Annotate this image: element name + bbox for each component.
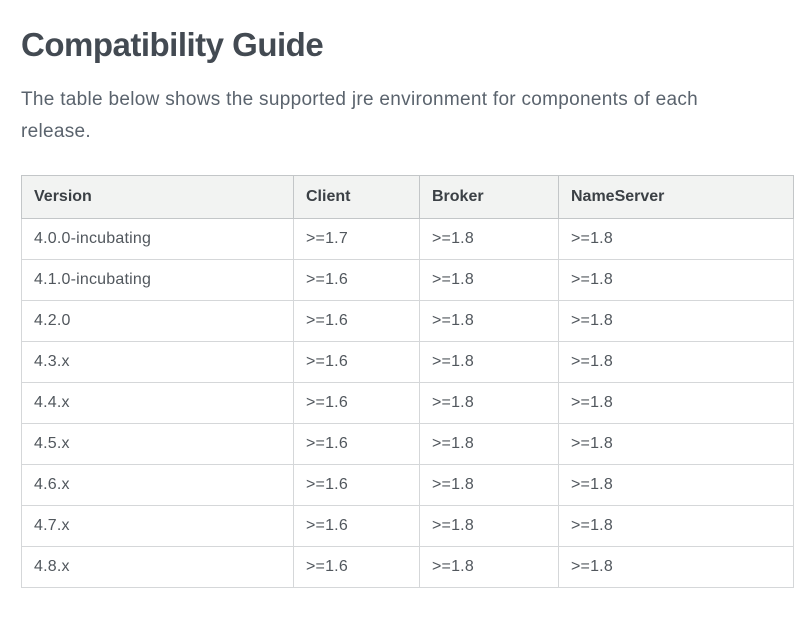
jre-requirement-cell: >=1.8 [558, 464, 794, 507]
version-cell: 4.2.0 [21, 300, 294, 343]
jre-requirement-cell: >=1.8 [558, 546, 794, 589]
jre-requirement-cell: >=1.8 [558, 382, 794, 425]
version-cell: 4.5.x [21, 423, 294, 466]
jre-requirement-cell: >=1.6 [293, 423, 420, 466]
jre-requirement-cell: >=1.7 [293, 218, 420, 261]
version-cell: 4.4.x [21, 382, 294, 425]
content-area: Compatibility Guide The table below show… [0, 25, 812, 589]
table-row: 4.6.x >=1.6 >=1.8 >=1.8 [21, 464, 794, 507]
table-header-row: Version Client Broker NameServer [21, 175, 794, 220]
table-row: 4.1.0-incubating >=1.6 >=1.8 >=1.8 [21, 259, 794, 302]
version-cell: 4.7.x [21, 505, 294, 548]
jre-requirement-cell: >=1.6 [293, 505, 420, 548]
version-cell: 4.8.x [21, 546, 294, 589]
jre-requirement-cell: >=1.8 [419, 341, 559, 384]
jre-requirement-cell: >=1.8 [558, 259, 794, 302]
table-row: 4.8.x >=1.6 >=1.8 >=1.8 [21, 546, 794, 589]
version-cell: 4.3.x [21, 341, 294, 384]
jre-requirement-cell: >=1.8 [419, 505, 559, 548]
column-header-version: Version [21, 175, 294, 220]
jre-requirement-cell: >=1.6 [293, 546, 420, 589]
column-header-client: Client [293, 175, 420, 220]
table-row: 4.5.x >=1.6 >=1.8 >=1.8 [21, 423, 794, 466]
table-row: 4.2.0 >=1.6 >=1.8 >=1.8 [21, 300, 794, 343]
jre-requirement-cell: >=1.8 [419, 218, 559, 261]
compatibility-table: Version Client Broker NameServer 4.0.0-incu… [21, 175, 794, 589]
intro-text: The table below shows the supported jre … [21, 89, 699, 143]
version-cell: 4.6.x [21, 464, 294, 507]
column-header-nameserver: NameServer [558, 175, 794, 220]
jre-requirement-cell: >=1.8 [419, 423, 559, 466]
jre-requirement-cell: >=1.8 [558, 218, 794, 261]
jre-requirement-cell: >=1.8 [419, 464, 559, 507]
jre-requirement-cell: >=1.6 [293, 300, 420, 343]
table-row: 4.4.x >=1.6 >=1.8 >=1.8 [21, 382, 794, 425]
version-cell: 4.1.0-incubating [21, 259, 294, 302]
jre-requirement-cell: >=1.8 [558, 341, 794, 384]
jre-requirement-cell: >=1.8 [558, 505, 794, 548]
jre-requirement-cell: >=1.6 [293, 259, 420, 302]
jre-requirement-cell: >=1.6 [293, 382, 420, 425]
table-body: 4.0.0-incubating >=1.7 >=1.8 >=1.8 4.1.0-inc… [21, 218, 794, 589]
jre-requirement-cell: >=1.8 [419, 546, 559, 589]
jre-requirement-cell: >=1.6 [293, 341, 420, 384]
page-title: Compatibility Guide [21, 26, 324, 63]
column-header-broker: Broker [419, 175, 559, 220]
jre-requirement-cell: >=1.8 [419, 382, 559, 425]
table-row: 4.3.x >=1.6 >=1.8 >=1.8 [21, 341, 794, 384]
jre-requirement-cell: >=1.8 [558, 423, 794, 466]
version-cell: 4.0.0-incubating [21, 218, 294, 261]
jre-requirement-cell: >=1.8 [419, 259, 559, 302]
table-row: 4.0.0-incubating >=1.7 >=1.8 >=1.8 [21, 218, 794, 261]
jre-requirement-cell: >=1.8 [419, 300, 559, 343]
jre-requirement-cell: >=1.8 [558, 300, 794, 343]
table-row: 4.7.x >=1.6 >=1.8 >=1.8 [21, 505, 794, 548]
jre-requirement-cell: >=1.6 [293, 464, 420, 507]
